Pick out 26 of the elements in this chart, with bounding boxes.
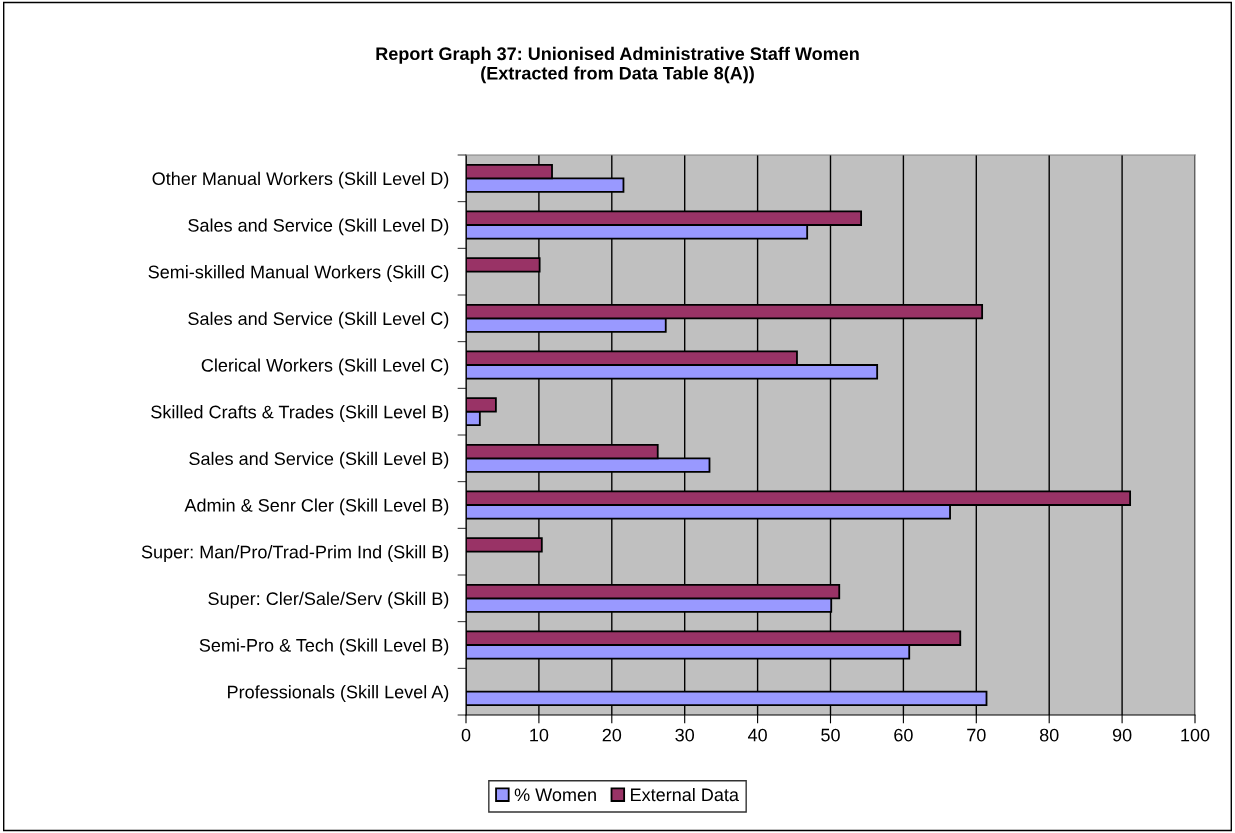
x-tick-label: 90 <box>1112 728 1132 742</box>
x-tick-label: 20 <box>602 728 622 742</box>
y-tick-label: Semi-skilled Manual Workers (Skill C) <box>148 265 449 282</box>
x-tick-label: 40 <box>747 728 767 742</box>
y-tick-label: Clerical Workers (Skill Level C) <box>201 358 449 376</box>
x-tick-label: 60 <box>894 728 913 742</box>
x-tick-label: 10 <box>530 728 549 742</box>
legend-label: External Data <box>631 787 739 802</box>
y-tick-label: Super: Man/Pro/Trad-Prim Ind (Skill B) <box>141 545 449 562</box>
legend-label: % Women <box>514 788 596 802</box>
y-tick-label: Professionals (Skill Level A) <box>228 685 449 702</box>
y-tick-label: Semi-Pro & Tech (Skill Level B) <box>199 638 449 656</box>
y-tick-label: Sales and Service (Skill Level D) <box>188 218 449 236</box>
x-tick-label: 70 <box>967 728 986 742</box>
x-tick-label: 80 <box>1039 728 1059 742</box>
x-tick-label: 100 <box>1181 728 1210 742</box>
y-tick-label: Super: Cler/Sale/Serv (Skill B) <box>208 591 449 609</box>
x-tick-label: 0 <box>461 728 471 742</box>
chart-title: Report Graph 37: Unionised Administrative Staff Women (Extracted from Data Table 8(A)) <box>376 46 859 84</box>
y-tick-label: Sales and Service (Skill Level B) <box>189 451 449 469</box>
y-tick-label: Sales and Service (Skill Level C) <box>188 311 449 329</box>
x-tick-label: 50 <box>821 728 840 742</box>
y-tick-label: Skilled Crafts & Trades (Skill Level B) <box>151 405 449 422</box>
y-tick-label: Admin & Senr Cler (Skill Level B) <box>184 498 449 516</box>
x-tick-label: 30 <box>675 728 695 742</box>
y-tick-label: Other Manual Workers (Skill Level D) <box>152 171 449 189</box>
